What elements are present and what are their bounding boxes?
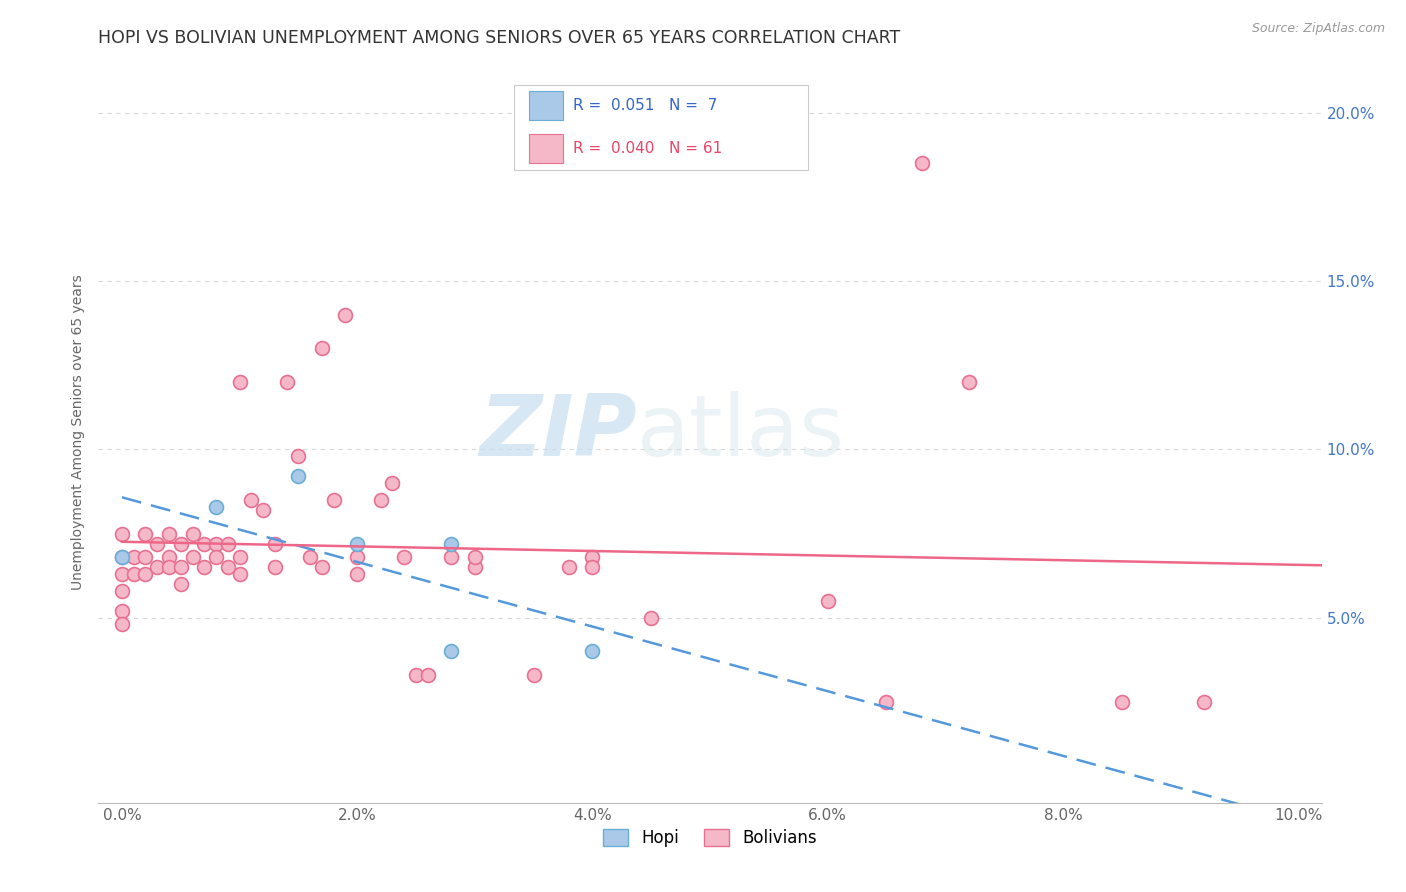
Point (181, 526, 204, 541)
Point (335, 308, 357, 322)
Point (111, 617, 134, 632)
Text: ZIP: ZIP (479, 391, 637, 475)
FancyBboxPatch shape (529, 134, 564, 163)
Point (134, 566, 156, 581)
Text: atlas: atlas (637, 391, 845, 475)
Point (170, 577, 193, 591)
Point (346, 536, 368, 550)
Point (394, 550, 416, 565)
Point (1192, 695, 1215, 709)
Point (911, 156, 934, 170)
Point (111, 566, 134, 581)
Text: Source: ZipAtlas.com: Source: ZipAtlas.com (1251, 22, 1385, 36)
Point (440, 644, 463, 658)
FancyBboxPatch shape (529, 92, 564, 120)
Point (558, 560, 581, 574)
Point (205, 500, 228, 514)
Point (322, 492, 344, 507)
Text: R =  0.051   N =  7: R = 0.051 N = 7 (574, 98, 717, 113)
Point (346, 566, 368, 581)
Point (440, 536, 463, 550)
Text: HOPI VS BOLIVIAN UNEMPLOYMENT AMONG SENIORS OVER 65 YEARS CORRELATION CHART: HOPI VS BOLIVIAN UNEMPLOYMENT AMONG SENI… (98, 29, 901, 47)
Point (523, 668, 546, 682)
Point (311, 560, 333, 574)
Point (581, 560, 603, 574)
Point (440, 550, 463, 565)
Point (240, 492, 263, 507)
Point (111, 550, 134, 565)
Point (299, 550, 322, 565)
Point (228, 566, 250, 581)
Y-axis label: Unemployment Among Seniors over 65 years: Unemployment Among Seniors over 65 years (72, 275, 86, 591)
Point (287, 469, 309, 483)
Point (111, 550, 134, 565)
Point (217, 536, 239, 550)
Point (122, 566, 145, 581)
Point (157, 550, 180, 565)
Point (146, 560, 169, 574)
Point (381, 476, 404, 491)
Point (346, 550, 368, 565)
Point (134, 550, 156, 565)
Point (581, 644, 603, 658)
Point (146, 536, 169, 550)
Point (405, 668, 427, 682)
Point (205, 536, 228, 550)
Point (1111, 695, 1133, 709)
Point (111, 526, 134, 541)
Point (252, 503, 274, 517)
Point (228, 550, 250, 565)
Point (181, 550, 204, 565)
Point (875, 695, 897, 709)
Point (957, 375, 980, 389)
Point (581, 550, 603, 565)
Point (640, 610, 662, 624)
Point (157, 526, 180, 541)
Point (464, 550, 486, 565)
Point (817, 594, 839, 608)
Point (263, 560, 285, 574)
Point (416, 668, 439, 682)
Point (157, 560, 180, 574)
Point (464, 560, 486, 574)
Point (287, 449, 309, 463)
Point (134, 526, 156, 541)
Point (193, 560, 215, 574)
Point (111, 583, 134, 598)
Point (370, 492, 392, 507)
Point (263, 536, 285, 550)
Point (170, 536, 193, 550)
Point (111, 604, 134, 618)
FancyBboxPatch shape (515, 85, 808, 169)
Point (311, 342, 333, 356)
Point (276, 375, 298, 389)
Point (217, 560, 239, 574)
Point (170, 560, 193, 574)
Point (205, 550, 228, 565)
Point (228, 375, 250, 389)
Legend: Hopi, Bolivians: Hopi, Bolivians (596, 822, 824, 854)
Point (122, 550, 145, 565)
Text: R =  0.040   N = 61: R = 0.040 N = 61 (574, 141, 723, 156)
Point (193, 536, 215, 550)
